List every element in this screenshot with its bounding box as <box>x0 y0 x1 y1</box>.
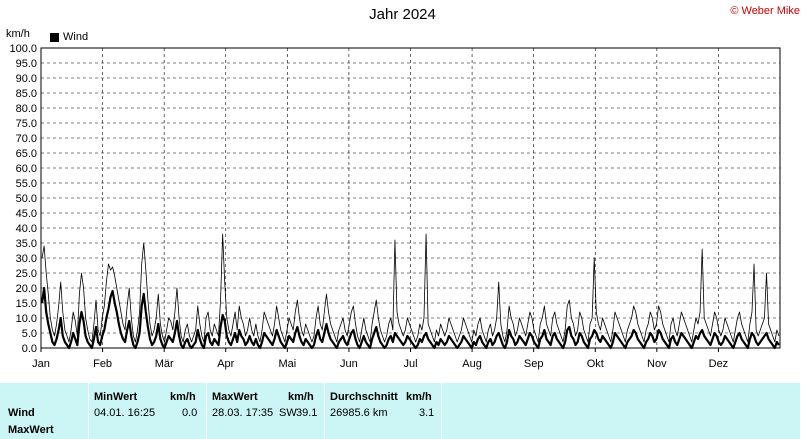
y-tick-label: 0.0 <box>22 343 37 355</box>
series-lines <box>40 233 780 350</box>
y-tick-label: 15.0 <box>16 298 37 310</box>
y-tick-label: 65.0 <box>16 148 37 160</box>
x-tick-label: Jul <box>403 358 417 370</box>
y-tick-label: 40.0 <box>16 223 37 235</box>
series-line-maxwert <box>41 233 780 343</box>
x-tick-label: Jan <box>32 358 50 370</box>
row-label-wind: Wind <box>8 407 35 419</box>
y-tick-label: 85.0 <box>16 88 37 100</box>
stats-separator <box>324 383 325 439</box>
row-label-maxwert: MaxWert <box>8 424 54 436</box>
grid-lines <box>40 48 780 352</box>
y-tick-label: 100.0 <box>9 43 37 55</box>
max-direction: SW <box>279 407 297 419</box>
stats-separator <box>88 383 89 439</box>
legend-label: Wind <box>63 31 89 43</box>
y-tick-labels: 0.0 5.0 10.0 15.0 20.0 25.0 30.0 35.0 40.0 45.0 50… <box>9 43 37 355</box>
avg-unit: km/h <box>406 391 432 403</box>
y-unit-label: km/h <box>6 28 30 40</box>
chart-svg: 0.0 5.0 10.0 15.0 20.0 25.0 30.0 35.0 40.0 45.0 50… <box>9 43 781 370</box>
max-unit: km/h <box>288 391 314 403</box>
stats-separator <box>441 383 442 439</box>
y-tick-label: 50.0 <box>16 193 37 205</box>
x-tick-label: Okt <box>587 358 604 370</box>
y-tick-label: 60.0 <box>16 163 37 175</box>
copyright-label: © Weber Mike <box>730 5 800 17</box>
y-tick-label: 35.0 <box>16 238 37 250</box>
y-tick-label: 75.0 <box>16 118 37 130</box>
max-header: MaxWert <box>212 391 258 403</box>
y-tick-label: 90.0 <box>16 73 37 85</box>
avg-value: 3.1 <box>419 407 435 419</box>
x-tick-labels: Jan Feb Mär Apr Mai Jun Jul Aug Sep Okt Nov Dez <box>32 358 728 370</box>
plot-frame <box>40 47 781 349</box>
y-tick-label: 80.0 <box>16 103 37 115</box>
min-value: 0.0 <box>182 407 198 419</box>
chart-title: Jahr 2024 <box>369 6 436 23</box>
min-time: 04.01. 16:25 <box>94 407 156 419</box>
y-tick-label: 5.0 <box>22 328 37 340</box>
x-tick-label: Feb <box>93 358 112 370</box>
max-value: 39.1 <box>296 407 318 419</box>
y-tick-label: 30.0 <box>16 253 37 265</box>
y-tick-label: 45.0 <box>16 208 37 220</box>
y-tick-label: 95.0 <box>16 58 37 70</box>
y-tick-label: 55.0 <box>16 178 37 190</box>
x-tick-label: Nov <box>647 358 667 370</box>
min-unit: km/h <box>170 391 196 403</box>
max-time: 28.03. 17:35 <box>212 407 274 419</box>
x-tick-label: Mai <box>278 358 296 370</box>
y-tick-label: 25.0 <box>16 268 37 280</box>
x-tick-label: Mär <box>155 358 174 370</box>
series-line-wind <box>40 286 780 350</box>
x-tick-label: Jun <box>340 358 358 370</box>
y-tick-label: 20.0 <box>16 283 37 295</box>
y-tick-label: 10.0 <box>16 313 37 325</box>
x-tick-label: Sep <box>524 358 544 370</box>
legend-swatch <box>50 32 59 42</box>
x-tick-label: Aug <box>462 358 482 370</box>
min-header: MinWert <box>94 391 138 403</box>
legend: Wind <box>50 31 88 43</box>
y-tick-label: 70.0 <box>16 133 37 145</box>
x-tick-label: Dez <box>709 358 729 370</box>
stats-table: Wind MaxWert MinWert km/h 04.01. 16:25 0… <box>0 383 800 439</box>
stats-separator <box>206 383 207 439</box>
avg-distance: 26985.6 km <box>330 407 388 419</box>
x-tick-label: Apr <box>217 358 234 370</box>
avg-header: Durchschnitt <box>330 391 398 403</box>
